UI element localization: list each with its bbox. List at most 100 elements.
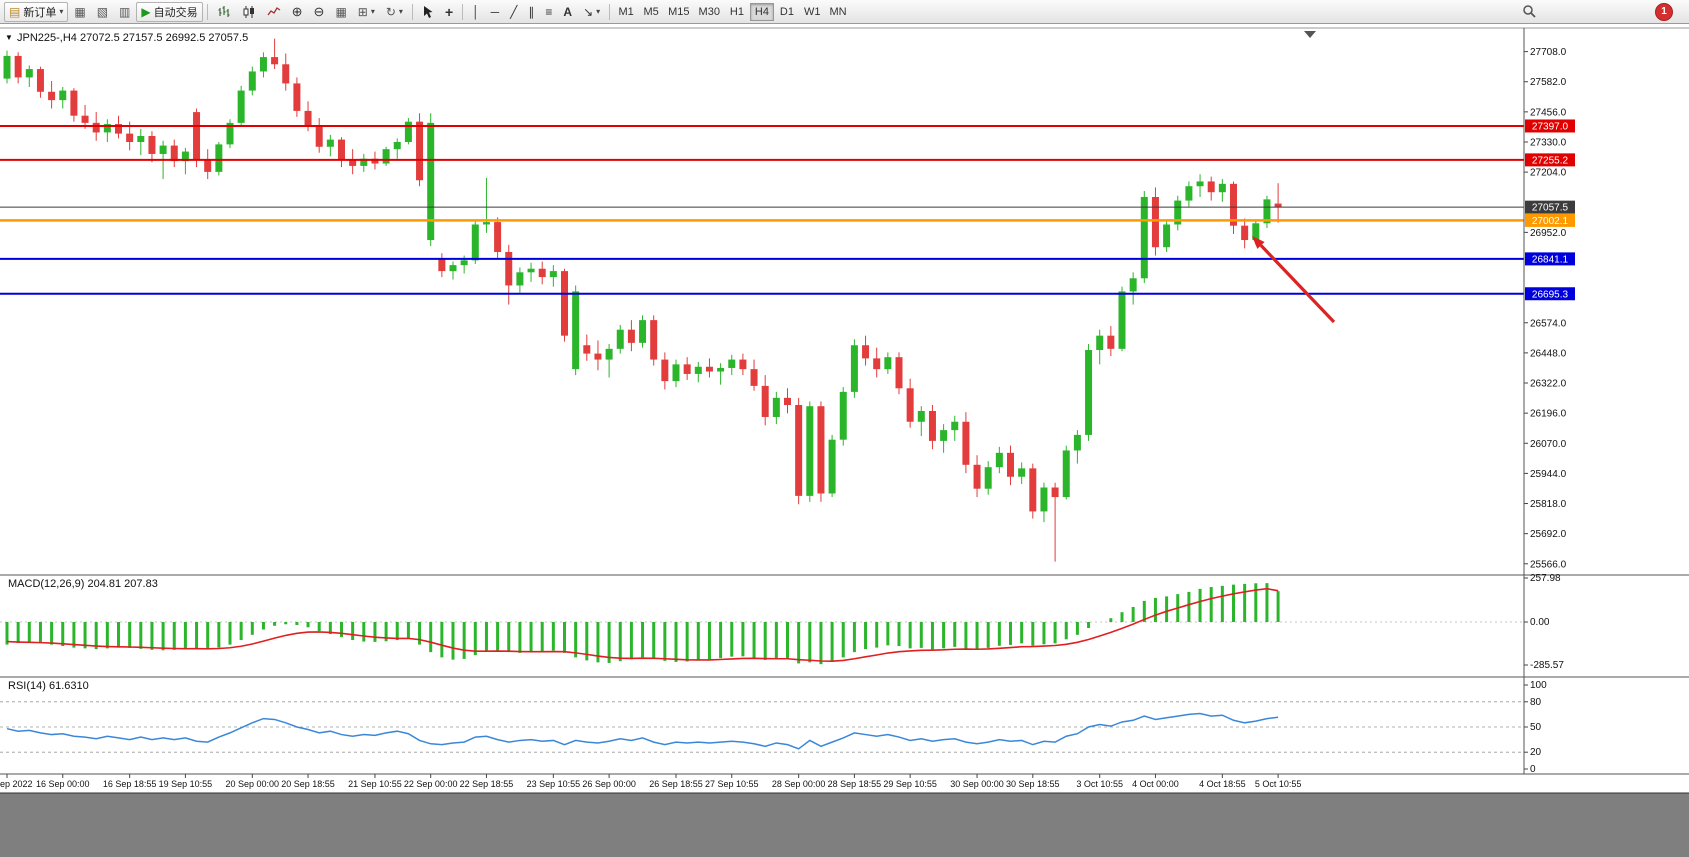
bar-chart-icon xyxy=(218,5,230,17)
time-label: 20 Sep 18:55 xyxy=(281,779,335,789)
candle-body xyxy=(717,367,725,372)
rsi-axis-label: 0 xyxy=(1530,764,1536,775)
time-label: 22 Sep 18:55 xyxy=(460,779,514,789)
price-badge xyxy=(1525,287,1575,301)
time-label: 28 Sep 18:55 xyxy=(828,779,882,789)
zoom-in-button[interactable]: ⊕ xyxy=(287,2,308,22)
rsi-axis-label: 80 xyxy=(1530,697,1542,708)
candle-body xyxy=(1263,199,1271,224)
candle-body xyxy=(438,259,446,272)
search-button[interactable] xyxy=(1522,4,1537,19)
search-icon xyxy=(1523,5,1536,18)
candle-body xyxy=(672,364,680,382)
timeframe-m5-button[interactable]: M5 xyxy=(639,3,663,21)
channel-icon: ∥ xyxy=(528,4,535,19)
candle-body xyxy=(795,405,803,496)
timeframe-m1-button[interactable]: M1 xyxy=(614,3,638,21)
new-order-button[interactable]: ▤ 新订单 ▾ xyxy=(4,1,69,22)
candle-body xyxy=(750,369,758,386)
timeframe-h1-button[interactable]: H1 xyxy=(725,3,749,21)
line-chart-button[interactable] xyxy=(262,2,286,22)
candle-body xyxy=(1163,224,1171,248)
timeframe-m30-button[interactable]: M30 xyxy=(695,3,724,21)
crosshair-button[interactable]: + xyxy=(440,2,458,22)
new-order-label: 新订单 xyxy=(23,6,57,19)
candle-body xyxy=(159,145,167,154)
text-tool-button[interactable]: A xyxy=(558,2,577,22)
candle-body xyxy=(1073,434,1081,451)
candle-body xyxy=(1196,181,1204,187)
timeframe-w1-button[interactable]: W1 xyxy=(800,3,825,21)
macd-signal-line xyxy=(6,587,1279,662)
time-label: 29 Sep 10:55 xyxy=(883,779,937,789)
chevron-down-icon: ▾ xyxy=(59,7,64,16)
time-label: 5 Oct 10:55 xyxy=(1255,779,1302,789)
trend-arrow[interactable] xyxy=(1259,244,1336,324)
candle-body xyxy=(973,464,981,489)
candle-body xyxy=(126,133,134,142)
macd-label: MACD(12,26,9) 204.81 207.83 xyxy=(8,578,158,590)
price-badge xyxy=(1525,252,1575,266)
price-label: 26952.0 xyxy=(1530,228,1567,239)
timeframe-mn-button[interactable]: MN xyxy=(825,3,850,21)
candle-body xyxy=(1252,223,1260,241)
new-chart-icon: ⊞ xyxy=(357,4,368,19)
symbol-ohlc-label: JPN225-,H4 27072.5 27157.5 26992.5 27057… xyxy=(17,32,248,44)
candle-body xyxy=(36,69,44,92)
rsi-panel: RSI(14) 61.6310 100 80 50 20 0 xyxy=(0,680,1547,775)
text-icon: A xyxy=(563,4,573,19)
candle-body xyxy=(594,353,602,360)
candle-body xyxy=(873,358,881,370)
candles xyxy=(3,38,1282,562)
autotrading-button[interactable]: ▶ 自动交易 xyxy=(136,1,203,22)
timeframe-h4-button[interactable]: H4 xyxy=(749,2,774,21)
arrows-tool-button[interactable]: ↘ ▾ xyxy=(578,2,605,22)
candle-body xyxy=(516,272,524,286)
notification-badge[interactable]: 1 xyxy=(1655,2,1673,21)
candlestick-chart-button[interactable] xyxy=(237,2,261,22)
horizontal-line-button[interactable]: ─ xyxy=(486,2,505,22)
candle-body xyxy=(1062,450,1070,498)
candle-body xyxy=(14,55,22,78)
price-axis[interactable]: 27708.0 27582.0 27456.0 27330.0 27204.0 26952… xyxy=(1524,47,1567,570)
candle-body xyxy=(1029,468,1037,512)
chart-canvas[interactable]: 27708.0 27582.0 27456.0 27330.0 27204.0 26952… xyxy=(0,24,1689,857)
trend-arrow-head xyxy=(1252,236,1265,249)
candle-body xyxy=(1007,452,1014,477)
refresh-button[interactable]: ↻ ▾ xyxy=(381,2,408,22)
candle-body xyxy=(817,406,825,494)
cursor-button[interactable] xyxy=(417,2,439,22)
toolbar-separator xyxy=(609,3,611,20)
arrows-icon: ↘ xyxy=(583,4,594,19)
timeframe-d1-button[interactable]: D1 xyxy=(775,3,799,21)
time-label: 23 Sep 10:55 xyxy=(527,779,581,789)
candle-body xyxy=(471,224,479,261)
price-label: 26448.0 xyxy=(1530,348,1567,359)
candle-body xyxy=(549,271,557,278)
timeframe-m15-button[interactable]: M15 xyxy=(664,3,693,21)
toolbar-separator xyxy=(206,3,208,20)
macd-axis-label: 0.00 xyxy=(1530,617,1550,628)
candle-body xyxy=(248,71,256,91)
new-chart-button[interactable]: ⊞ ▾ xyxy=(353,2,380,22)
candle-body xyxy=(460,260,468,266)
terminal-button[interactable]: ▥ xyxy=(114,2,135,22)
candle-body xyxy=(862,345,870,359)
time-label: 20 Sep 00:00 xyxy=(226,779,280,789)
navigator-button[interactable]: ▧ xyxy=(92,2,113,22)
zoom-out-button[interactable]: ⊖ xyxy=(309,2,330,22)
bar-chart-button[interactable] xyxy=(212,2,236,22)
fibonacci-button[interactable]: ≡ xyxy=(540,2,557,22)
candle-body xyxy=(728,359,736,368)
tile-windows-button[interactable]: ▦ xyxy=(330,2,351,22)
market-watch-button[interactable]: ▦ xyxy=(69,2,90,22)
trendline-button[interactable]: ╱ xyxy=(505,2,522,22)
channel-button[interactable]: ∥ xyxy=(523,2,539,22)
vertical-line-button[interactable]: │ xyxy=(467,2,485,22)
toolbar-right: 1 xyxy=(1522,2,1685,21)
candle-body xyxy=(1241,225,1249,241)
chart-shift-marker[interactable] xyxy=(1304,31,1316,38)
price-label: 26196.0 xyxy=(1530,409,1567,420)
candle-body xyxy=(505,251,513,286)
